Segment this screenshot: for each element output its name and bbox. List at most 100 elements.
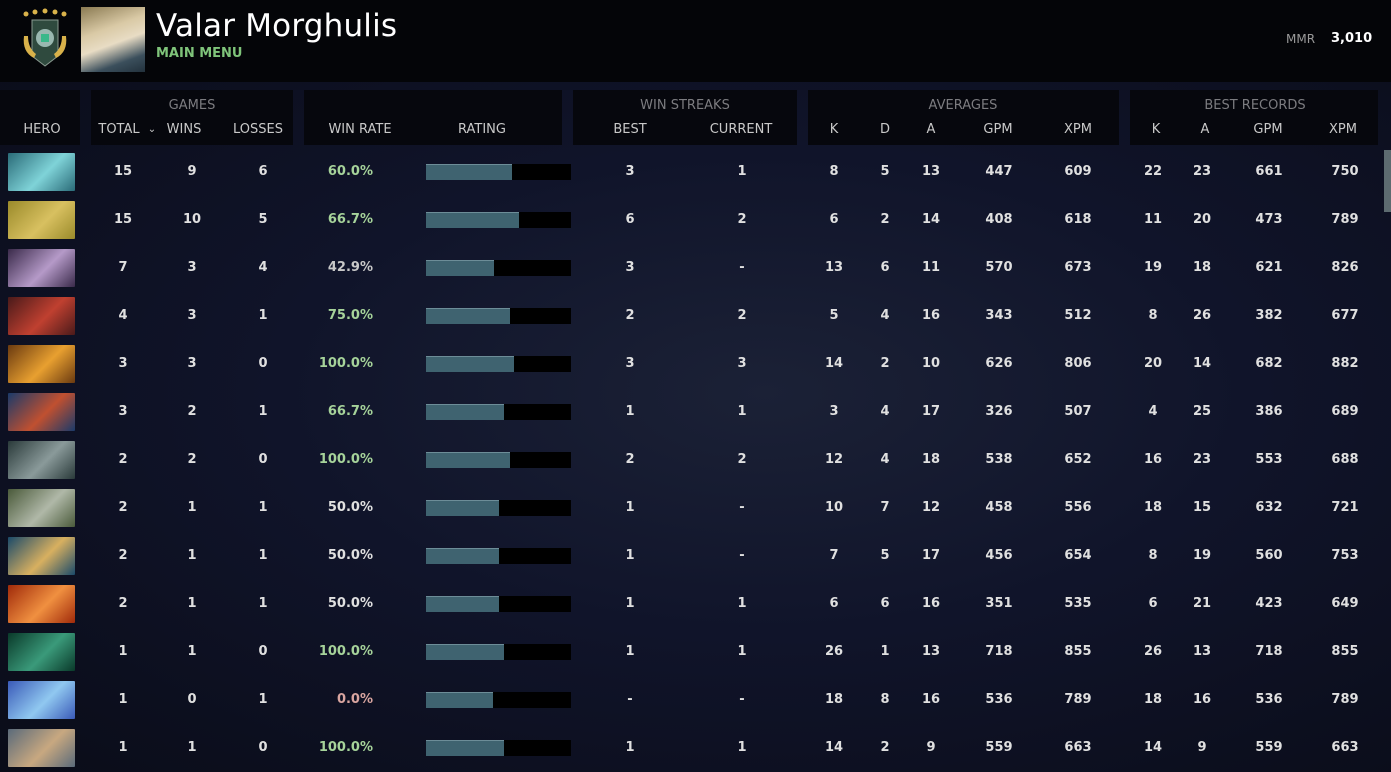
table-row[interactable]: 2 1 1 1 1 6 6 16 351 535 6 21 423 649 50.0% [0,580,1380,628]
table-row[interactable]: 3 2 1 1 1 3 4 17 326 507 4 25 386 689 66.7% [0,388,1380,436]
cell-xpm: 652 [1064,452,1092,467]
mmr-label: MMR [1286,32,1316,46]
hero-portrait[interactable] [8,633,75,671]
cell-d: 7 [880,500,890,515]
cell-current: 1 [737,596,747,611]
cell-d: 5 [880,164,890,179]
col-gpm[interactable]: GPM [983,122,1013,137]
cell-current: - [739,260,745,275]
col-best-a[interactable]: A [1200,122,1210,137]
table-row[interactable]: 1 1 0 1 1 14 2 9 559 663 14 9 559 663 100.0% [0,724,1380,772]
scrollbar[interactable] [1384,150,1391,212]
hero-portrait[interactable] [8,249,75,287]
col-k[interactable]: K [829,122,839,137]
col-hero[interactable]: HERO [23,122,61,137]
col-rating[interactable]: RATING [458,122,506,137]
cell-best-xpm: 855 [1331,644,1359,659]
cell-k: 12 [824,452,844,467]
hero-portrait[interactable] [8,489,75,527]
cell-d: 4 [880,452,890,467]
cell-best-gpm: 661 [1255,164,1283,179]
col-best-k[interactable]: K [1151,122,1161,137]
cell-best-xpm: 677 [1331,308,1359,323]
cell-best-a: 9 [1197,740,1207,755]
hero-portrait[interactable] [8,441,75,479]
cell-d: 8 [880,692,890,707]
cell-d: 4 [880,308,890,323]
hero-portrait[interactable] [8,393,75,431]
rating-bar-fill [426,692,493,708]
cell-win-rate: 60.0% [327,164,373,179]
col-losses[interactable]: LOSSES [233,122,283,137]
cell-best-a: 14 [1192,356,1212,371]
hero-portrait[interactable] [8,537,75,575]
cell-win-rate: 75.0% [327,308,373,323]
table-row[interactable]: 4 3 1 2 2 5 4 16 343 512 8 26 382 677 75.0% [0,292,1380,340]
cell-current: 2 [737,452,747,467]
cell-wins: 1 [187,644,197,659]
hero-portrait[interactable] [8,729,75,767]
cell-k: 5 [829,308,839,323]
cell-gpm: 326 [985,404,1013,419]
group-averages: AVERAGES [928,98,998,113]
col-best-xpm[interactable]: XPM [1329,122,1357,137]
hero-header-band [0,90,80,145]
cell-best-k: 26 [1143,644,1163,659]
cell-total: 3 [118,404,128,419]
cell-best-a: 25 [1192,404,1212,419]
table-row[interactable]: 15 9 6 3 1 8 5 13 447 609 22 23 661 750 60.0% [0,148,1380,196]
col-current-streak[interactable]: CURRENT [709,122,773,137]
table-row[interactable]: 2 1 1 1 - 7 5 17 456 654 8 19 560 753 50.0% [0,532,1380,580]
cell-a: 14 [921,212,941,227]
cell-xpm: 789 [1064,692,1092,707]
table-row[interactable]: 7 3 4 3 - 13 6 11 570 673 19 18 621 826 42.9% [0,244,1380,292]
col-best-streak[interactable]: BEST [613,122,647,137]
cell-best-gpm: 632 [1255,500,1283,515]
table-row[interactable]: 1 0 1 - - 18 8 16 536 789 18 16 536 789 0.0% [0,676,1380,724]
cell-best: 3 [625,356,635,371]
cell-xpm: 618 [1064,212,1092,227]
cell-best: 1 [625,644,635,659]
cell-best: - [627,692,633,707]
cell-best: 1 [625,740,635,755]
cell-total: 2 [118,500,128,515]
table-row[interactable]: 2 1 1 1 - 10 7 12 458 556 18 15 632 721 50.0% [0,484,1380,532]
cell-wins: 2 [187,452,197,467]
cell-losses: 1 [258,596,268,611]
cell-best-a: 18 [1192,260,1212,275]
cell-win-rate: 50.0% [327,500,373,515]
hero-portrait[interactable] [8,345,75,383]
cell-a: 18 [921,452,941,467]
table-row[interactable]: 1 1 0 1 1 26 1 13 718 855 26 13 718 855 100.0% [0,628,1380,676]
cell-best: 6 [625,212,635,227]
table-row[interactable]: 15 10 5 6 2 6 2 14 408 618 11 20 473 789 66.7% [0,196,1380,244]
hero-portrait[interactable] [8,681,75,719]
col-total[interactable]: TOTAL [98,122,140,137]
player-avatar[interactable] [81,7,145,72]
cell-best-xpm: 750 [1331,164,1359,179]
col-d[interactable]: D [879,122,891,137]
table-row[interactable]: 2 2 0 2 2 12 4 18 538 652 16 23 553 688 100.0% [0,436,1380,484]
hero-portrait[interactable] [8,201,75,239]
col-best-gpm[interactable]: GPM [1253,122,1283,137]
cell-wins: 0 [187,692,197,707]
col-xpm[interactable]: XPM [1064,122,1092,137]
cell-win-rate: 100.0% [318,740,373,755]
col-win-rate[interactable]: WIN RATE [328,122,392,137]
col-a[interactable]: A [926,122,936,137]
chevron-down-icon[interactable]: ⌄ [147,124,157,135]
hero-portrait[interactable] [8,585,75,623]
cell-best: 1 [625,548,635,563]
table-row[interactable]: 3 3 0 3 3 14 2 10 626 806 20 14 682 882 100.0% [0,340,1380,388]
cell-win-rate: 66.7% [327,404,373,419]
main-menu-link[interactable]: MAIN MENU [156,46,243,61]
hero-portrait[interactable] [8,297,75,335]
hero-portrait[interactable] [8,153,75,191]
cell-wins: 1 [187,740,197,755]
cell-gpm: 447 [985,164,1013,179]
cell-best-a: 23 [1192,452,1212,467]
cell-best-xpm: 789 [1331,212,1359,227]
col-wins[interactable]: WINS [166,122,202,137]
rating-bar [426,740,571,756]
cell-best-gpm: 553 [1255,452,1283,467]
